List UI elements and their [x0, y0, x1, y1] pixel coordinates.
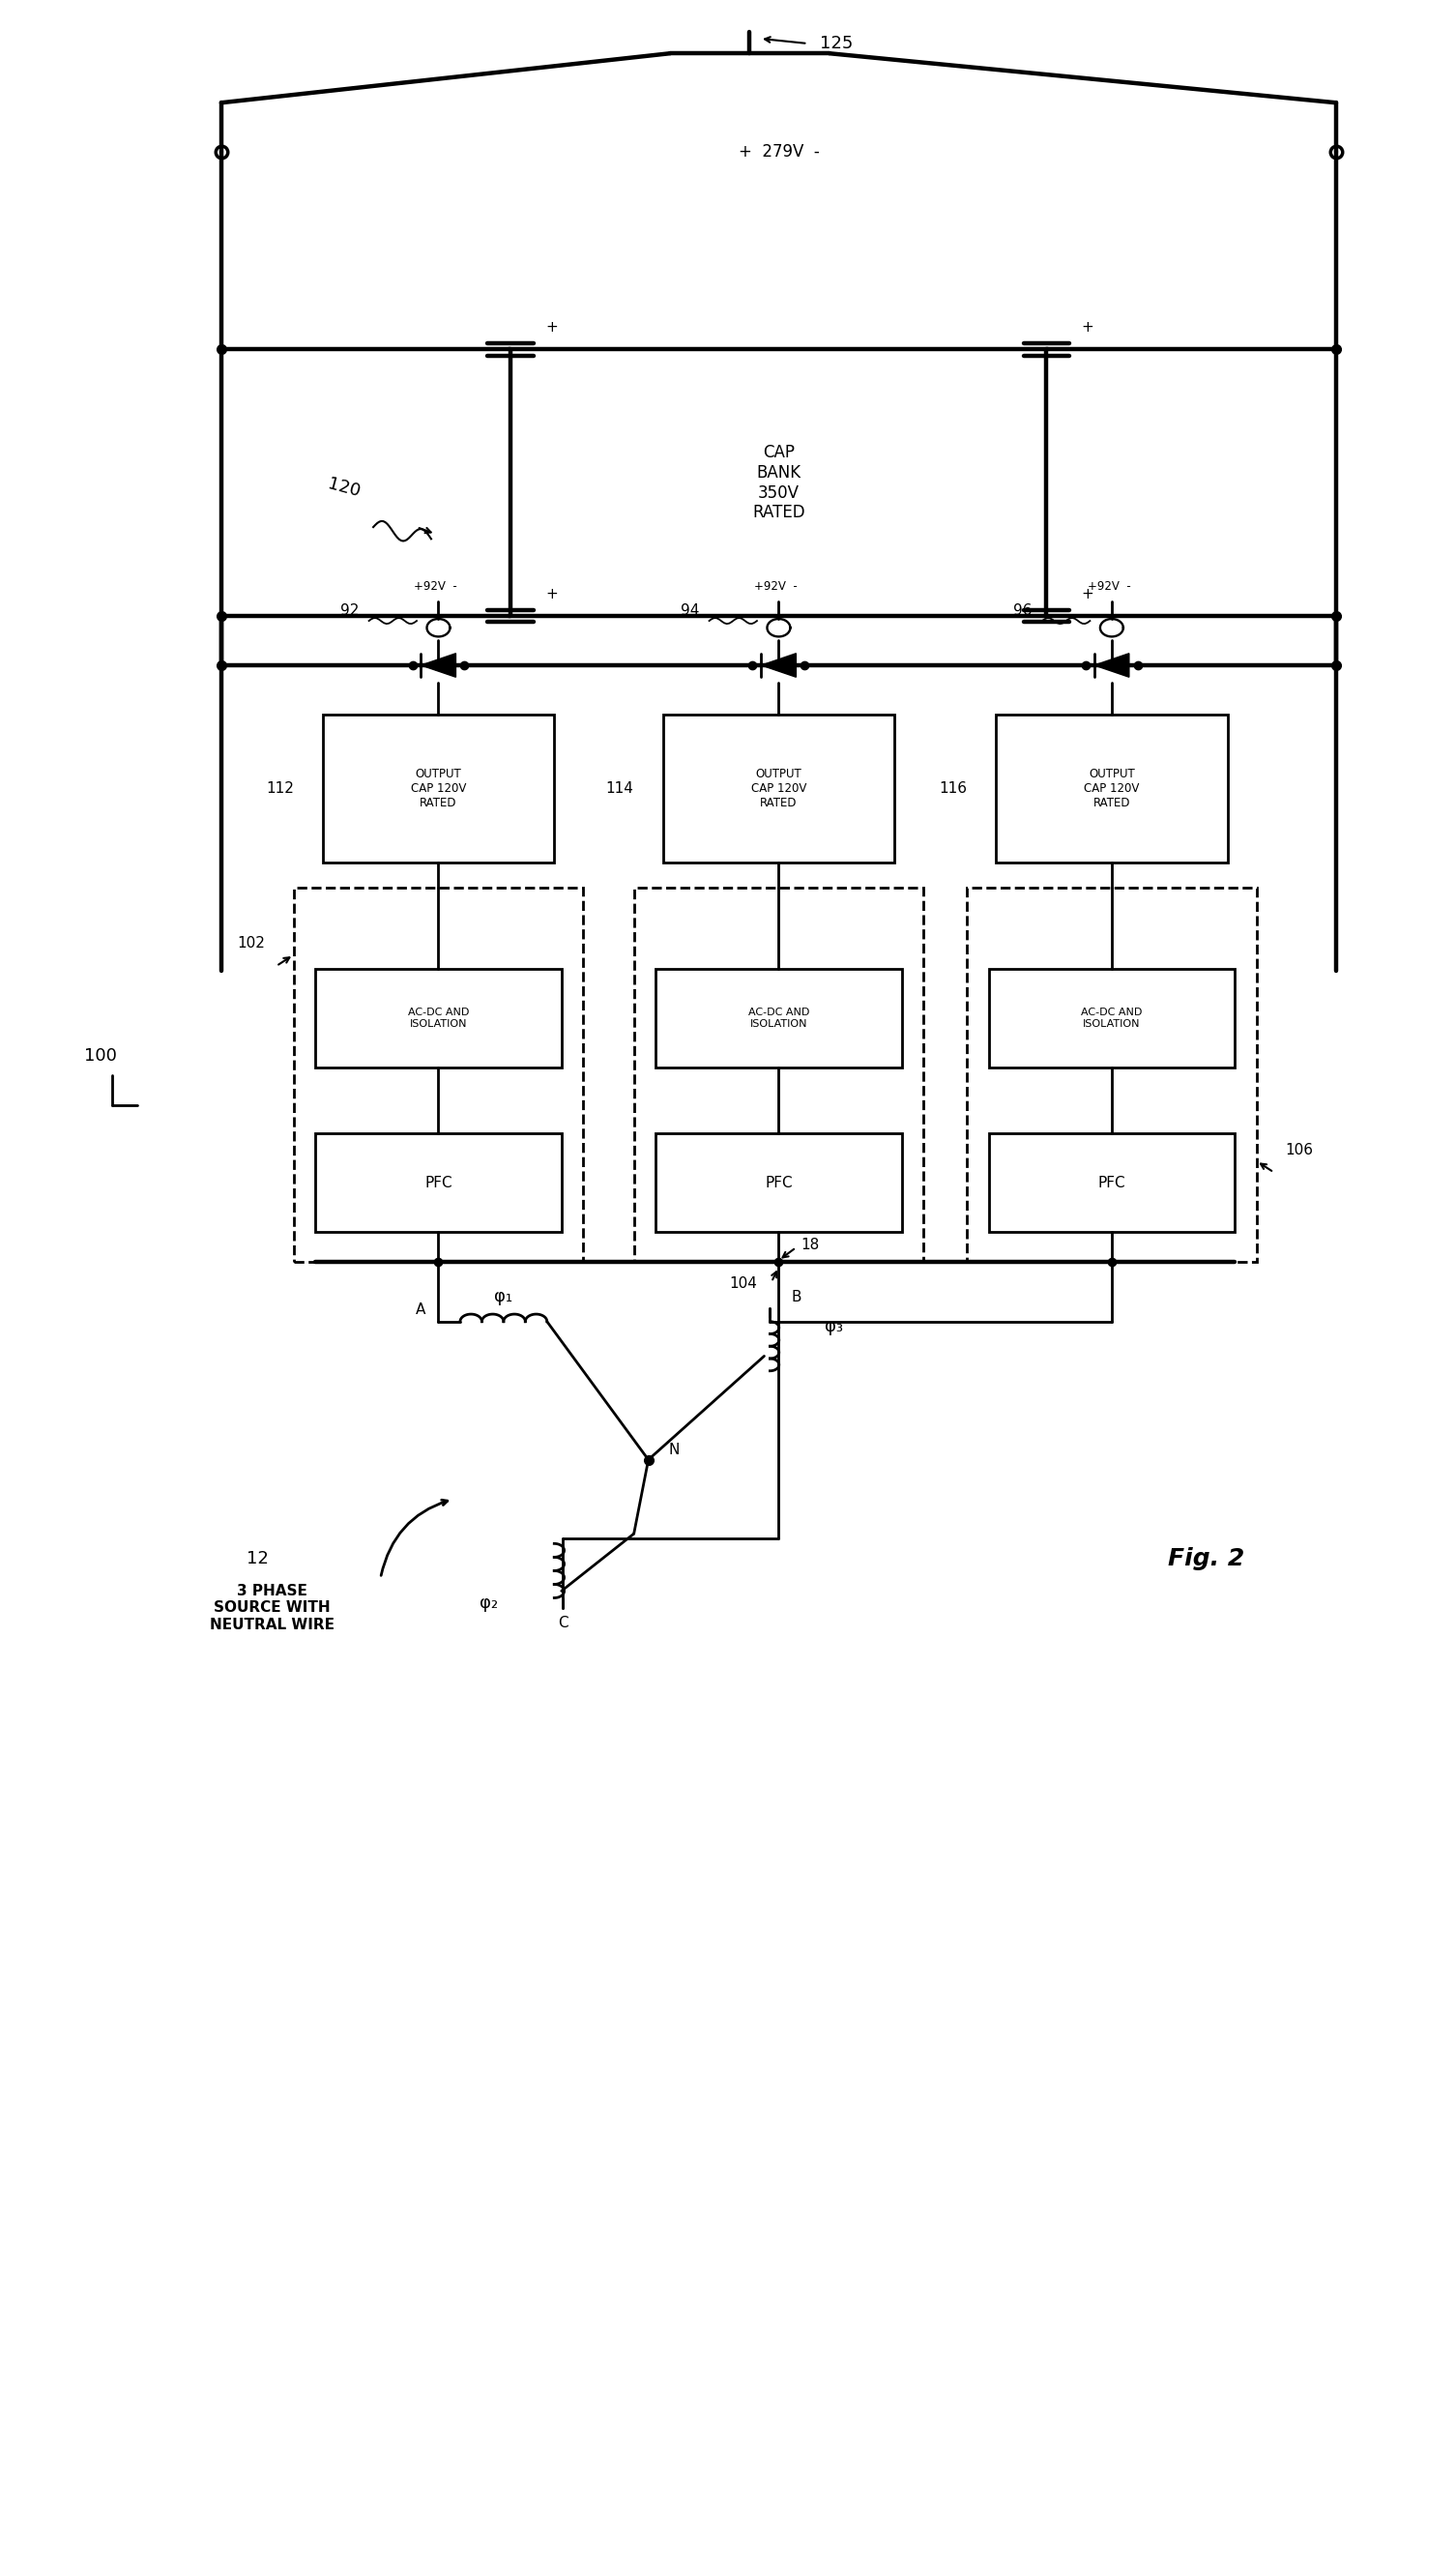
Text: +: +: [1080, 322, 1093, 335]
Text: 100: 100: [83, 1048, 116, 1066]
Text: N: N: [668, 1441, 680, 1457]
Bar: [662, 716, 894, 862]
Text: OUTPUT
CAP 120V
RATED: OUTPUT CAP 120V RATED: [411, 767, 466, 808]
Text: 116: 116: [939, 782, 967, 795]
Text: AC-DC AND
ISOLATION: AC-DC AND ISOLATION: [1080, 1006, 1143, 1030]
Text: 12: 12: [246, 1550, 268, 1568]
Text: +92V  -: +92V -: [414, 579, 457, 592]
Text: Fig. 2: Fig. 2: [1168, 1547, 1243, 1570]
Text: 18: 18: [801, 1238, 820, 1251]
Text: φ₁: φ₁: [495, 1287, 513, 1305]
Polygon shape: [421, 654, 456, 677]
Bar: [633, 888, 923, 1261]
Text: PFC: PFC: [425, 1176, 453, 1189]
Text: 104: 104: [729, 1277, 757, 1292]
Text: OUTPUT
CAP 120V
RATED: OUTPUT CAP 120V RATED: [1083, 767, 1140, 808]
Text: 120: 120: [326, 476, 363, 499]
Bar: [655, 968, 901, 1068]
Bar: [655, 1133, 901, 1233]
Text: +92V  -: +92V -: [754, 579, 798, 592]
Bar: [989, 968, 1235, 1068]
Text: 96: 96: [1013, 605, 1032, 618]
Bar: [316, 1133, 562, 1233]
Text: B: B: [791, 1290, 801, 1305]
Text: +: +: [545, 322, 558, 335]
Text: AC-DC AND
ISOLATION: AC-DC AND ISOLATION: [408, 1006, 469, 1030]
Text: 106: 106: [1286, 1143, 1313, 1158]
Bar: [996, 716, 1227, 862]
Text: A: A: [416, 1302, 427, 1318]
Bar: [989, 1133, 1235, 1233]
Text: AC-DC AND
ISOLATION: AC-DC AND ISOLATION: [748, 1006, 810, 1030]
Text: +: +: [1080, 587, 1093, 602]
Text: φ₂: φ₂: [480, 1593, 498, 1611]
Polygon shape: [1095, 654, 1128, 677]
Text: OUTPUT
CAP 120V
RATED: OUTPUT CAP 120V RATED: [751, 767, 807, 808]
Text: 102: 102: [237, 937, 265, 950]
Text: φ₃: φ₃: [824, 1318, 843, 1336]
Bar: [316, 968, 562, 1068]
Bar: [511, 350, 1047, 615]
Text: 112: 112: [265, 782, 294, 795]
Text: PFC: PFC: [1098, 1176, 1125, 1189]
Text: +  279V  -: + 279V -: [738, 144, 820, 160]
Text: 125: 125: [820, 36, 853, 51]
Text: 92: 92: [341, 605, 358, 618]
Text: 94: 94: [680, 605, 699, 618]
Text: C: C: [558, 1616, 568, 1629]
Text: PFC: PFC: [764, 1176, 792, 1189]
Text: 3 PHASE
SOURCE WITH
NEUTRAL WIRE: 3 PHASE SOURCE WITH NEUTRAL WIRE: [210, 1583, 335, 1632]
Polygon shape: [761, 654, 796, 677]
Text: +: +: [545, 587, 558, 602]
Bar: [323, 716, 555, 862]
Text: +92V  -: +92V -: [1088, 579, 1130, 592]
Bar: [967, 888, 1257, 1261]
Text: 114: 114: [606, 782, 633, 795]
Bar: [294, 888, 584, 1261]
Text: CAP
BANK
350V
RATED: CAP BANK 350V RATED: [753, 443, 805, 523]
